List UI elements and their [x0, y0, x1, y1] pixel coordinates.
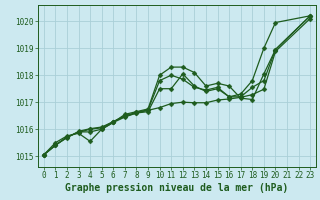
X-axis label: Graphe pression niveau de la mer (hPa): Graphe pression niveau de la mer (hPa) [65, 183, 289, 193]
